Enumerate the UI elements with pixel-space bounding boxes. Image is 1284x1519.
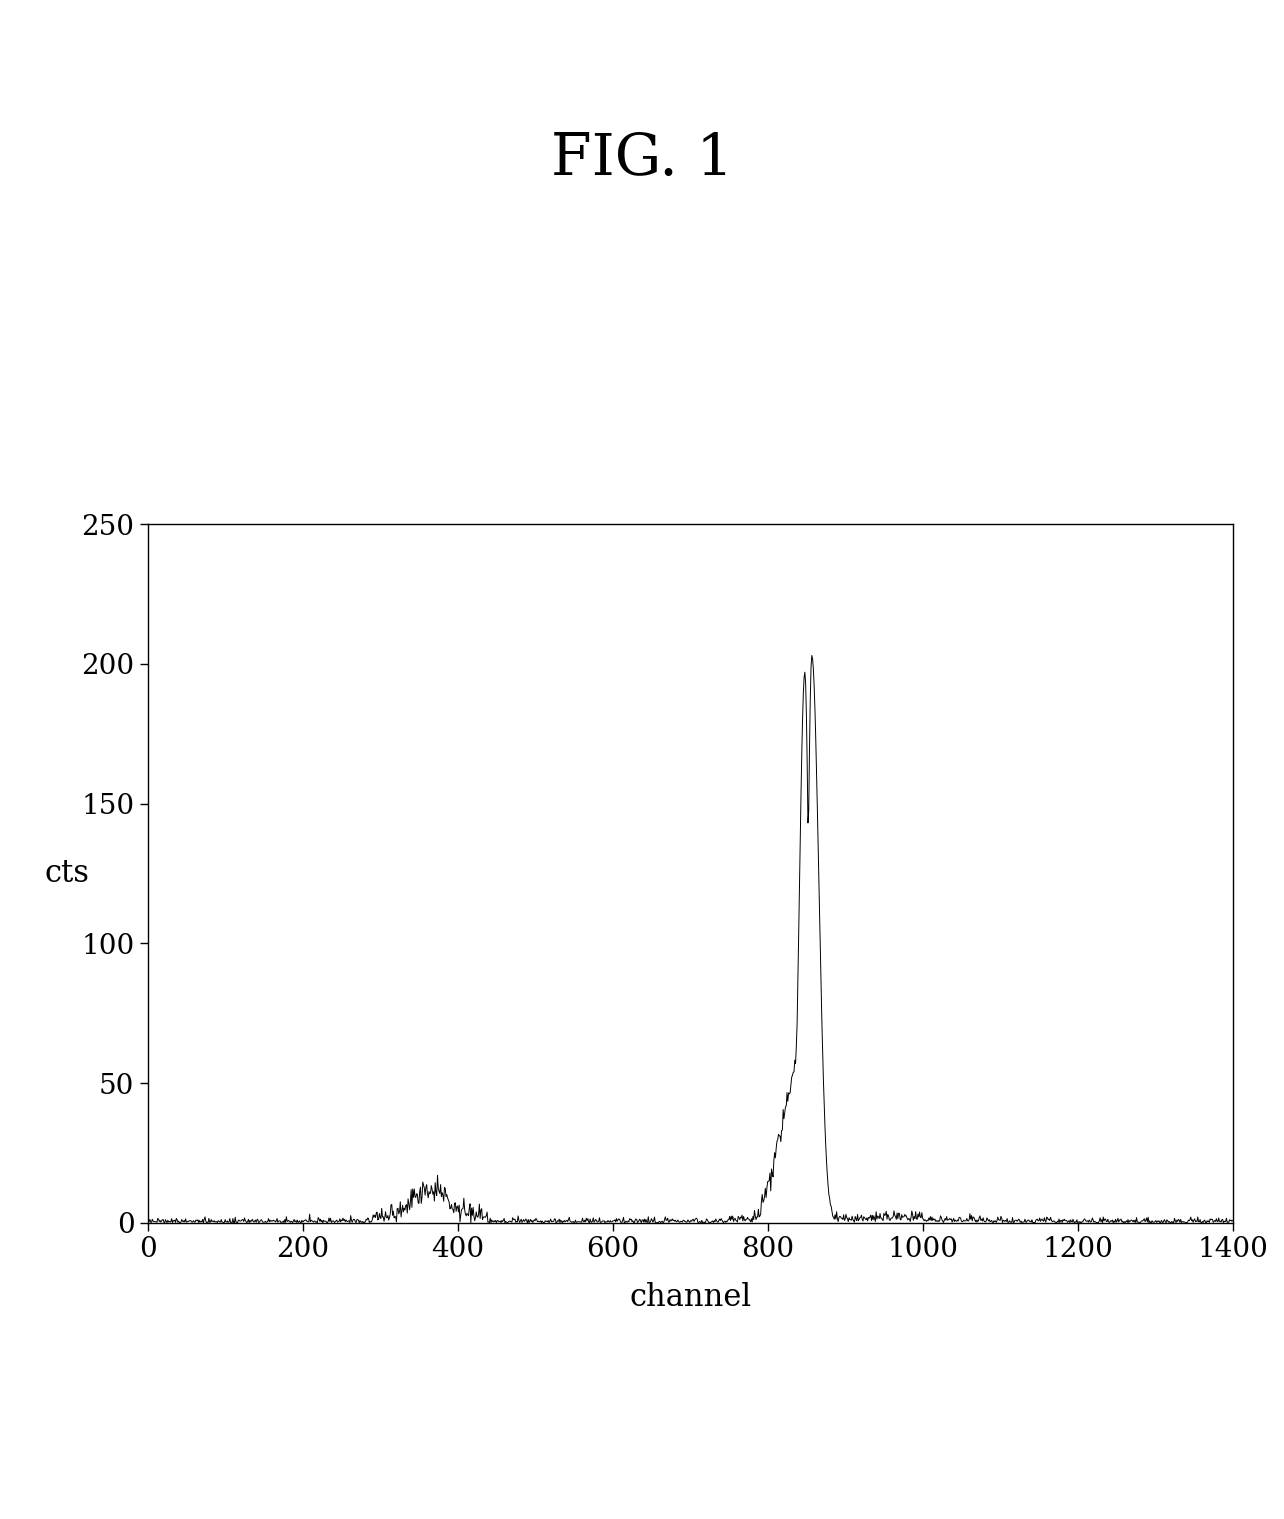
Text: FIG. 1: FIG. 1 bbox=[551, 132, 733, 187]
Y-axis label: cts: cts bbox=[45, 858, 90, 889]
X-axis label: channel: channel bbox=[629, 1282, 751, 1314]
